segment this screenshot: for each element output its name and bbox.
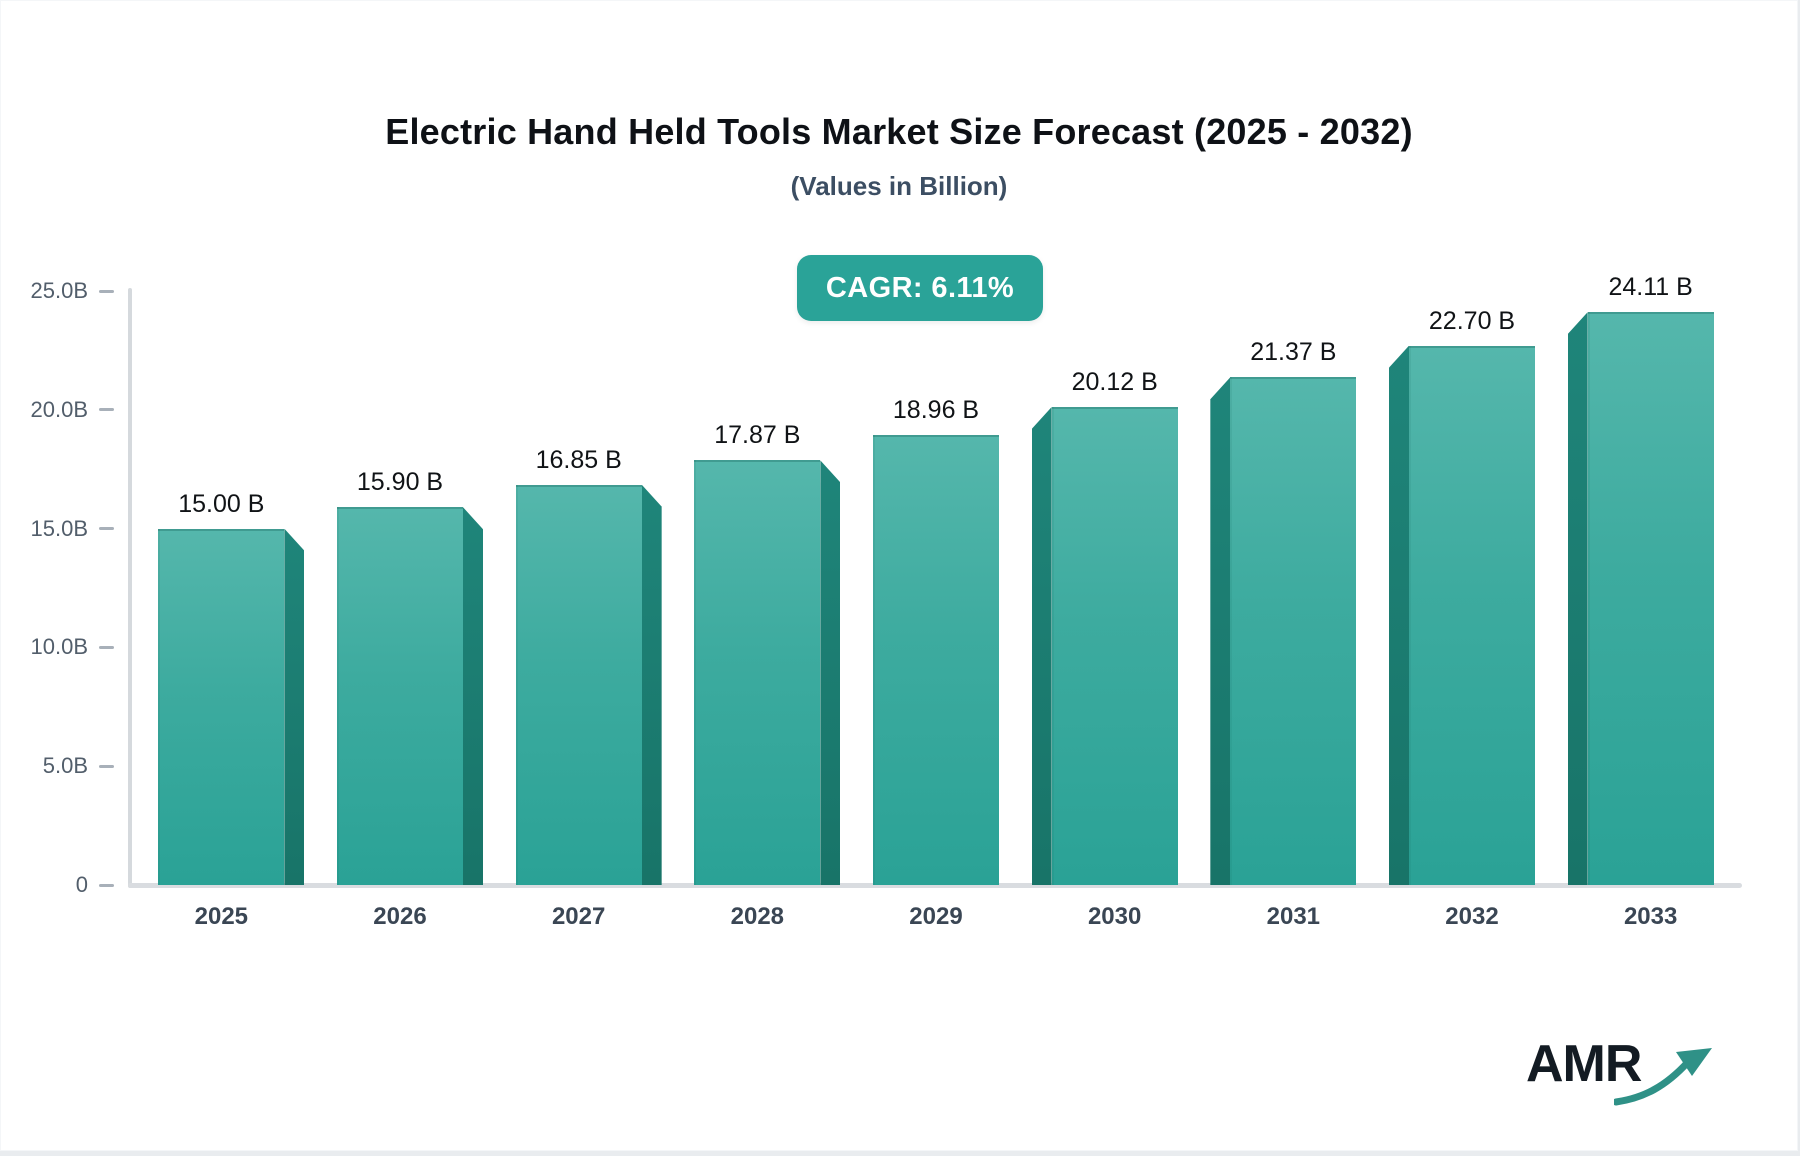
growth-arrow-icon <box>1614 1048 1712 1106</box>
x-tick-label: 2025 <box>194 903 249 930</box>
y-tick-dash <box>99 764 114 768</box>
x-tick-label: 2029 <box>909 903 963 930</box>
bar-side-shadow <box>1210 377 1231 885</box>
y-tick-label: 5.0B <box>42 753 88 779</box>
y-tick-dash <box>99 408 114 412</box>
bar-value-label: 16.85 B <box>535 445 622 474</box>
bar-side-shadow <box>641 484 662 885</box>
bar-value-label: 18.96 B <box>892 395 980 424</box>
y-tick-label: 20.0B <box>30 396 89 422</box>
bar-value-label: 20.12 B <box>1071 367 1158 396</box>
bar-side-shadow <box>1567 312 1588 885</box>
bar <box>158 528 285 885</box>
y-tick-dash <box>99 883 114 887</box>
y-tick-dash <box>99 289 114 293</box>
x-tick-label: 2030 <box>1087 903 1142 930</box>
y-tick-dash <box>99 527 114 531</box>
bar <box>1230 377 1357 885</box>
bar <box>1587 312 1714 885</box>
x-tick-label: 2027 <box>551 903 606 930</box>
y-tick-label: 10.0B <box>30 634 89 660</box>
bar-side-shadow <box>284 528 305 885</box>
amr-logo: AMR <box>1526 1034 1736 1114</box>
bar <box>515 484 642 885</box>
amr-logo-text: AMR <box>1526 1035 1642 1093</box>
y-tick-label: 0 <box>75 872 88 897</box>
bar-value-label: 15.90 B <box>356 468 444 497</box>
y-axis-line <box>128 288 132 888</box>
chart-subtitle: (Values in Billion) <box>790 171 1008 201</box>
cagr-badge: CAGR: 6.11% <box>797 255 1043 321</box>
y-tick-label: 25.0B <box>30 278 89 303</box>
bar <box>873 434 999 885</box>
y-tick-dash <box>99 645 114 649</box>
bar-value-label: 15.00 B <box>178 489 265 518</box>
x-tick-label: 2033 <box>1623 903 1678 930</box>
y-tick-label: 15.0B <box>30 515 89 541</box>
bar-side-shadow <box>1389 345 1409 885</box>
chart-title: Electric Hand Held Tools Market Size For… <box>385 111 1413 152</box>
bar-side-shadow <box>820 460 841 885</box>
bar <box>337 507 463 885</box>
x-axis-line <box>128 883 1742 888</box>
bar-value-label: 22.70 B <box>1428 306 1516 335</box>
bar <box>1409 345 1535 885</box>
bar <box>694 460 821 885</box>
x-tick-label: 2031 <box>1266 903 1321 930</box>
bar-value-label: 17.87 B <box>714 421 801 450</box>
x-tick-label: 2032 <box>1445 903 1499 930</box>
bar-side-shadow <box>463 507 483 885</box>
x-tick-label: 2028 <box>730 903 785 930</box>
bar <box>1051 406 1178 885</box>
bar-value-label: 24.11 B <box>1608 273 1693 302</box>
bar-value-label: 21.37 B <box>1250 338 1337 367</box>
bar-side-shadow <box>1031 406 1052 885</box>
cagr-badge-label: CAGR: 6.11% <box>825 271 1015 304</box>
x-tick-label: 2026 <box>373 903 427 930</box>
